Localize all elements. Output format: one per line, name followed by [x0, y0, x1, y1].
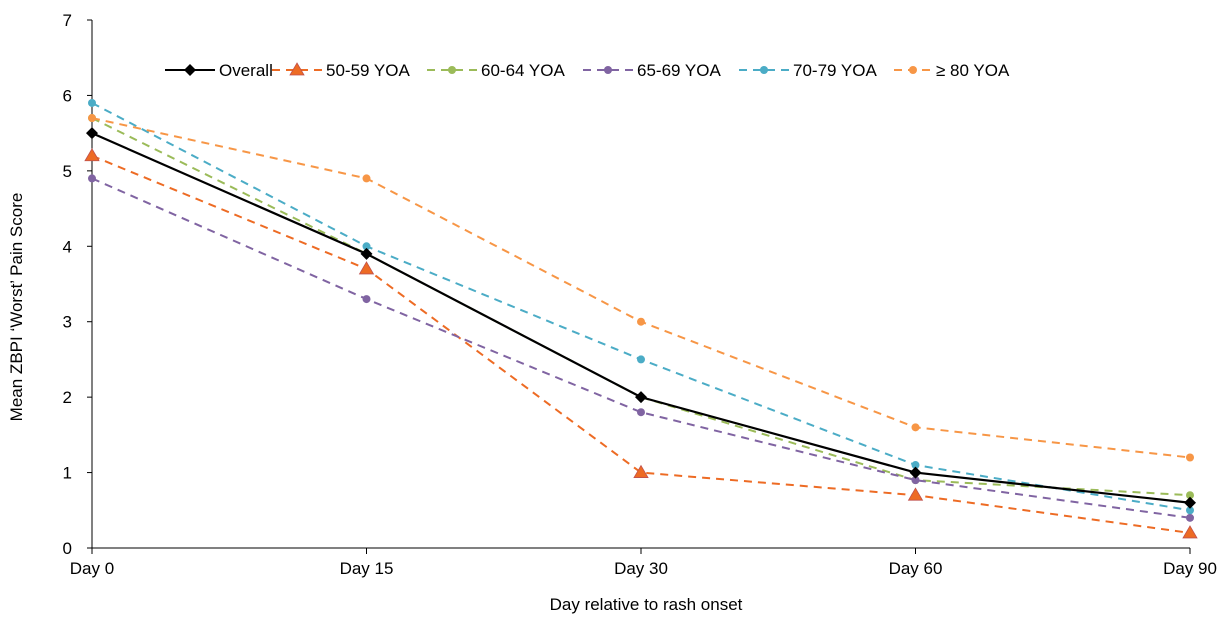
y-tick-label: 4: [63, 237, 72, 256]
data-point-overall: [1184, 496, 1196, 509]
legend-label: 65-69 YOA: [637, 61, 721, 80]
y-tick-label: 5: [63, 162, 72, 181]
x-tick-label: Day 90: [1163, 559, 1217, 578]
legend-label: 60-64 YOA: [481, 61, 565, 80]
y-tick-label: 6: [63, 86, 72, 105]
x-tick-label: Day 15: [340, 559, 394, 578]
series-50-59-yoa: [84, 147, 1198, 539]
legend-item-60-64-yoa: 60-64 YOA: [427, 61, 565, 80]
x-tick-label: Day 60: [889, 559, 943, 578]
axes: [87, 19, 1191, 554]
data-point-65-69-yoa: [637, 408, 645, 417]
legend-label: 50-59 YOA: [326, 61, 410, 80]
series-80-yoa: [88, 114, 1194, 462]
y-tick-label: 7: [63, 11, 72, 30]
tick-labels: 0 1 2 3 4 5 6 7 Day 0 Day 15 Day 30 Day 60 Day 90: [63, 11, 1217, 578]
data-point-70-79-yoa: [637, 355, 645, 364]
y-tick-label: 2: [63, 388, 72, 407]
y-axis-title: Mean ZBPI ‘Worst’ Pain Score: [7, 193, 26, 422]
data-point-80-yoa: [362, 174, 371, 183]
data-point-overall: [635, 391, 647, 404]
data-point-50-59-yoa: [84, 147, 100, 162]
legend-item-80-yoa: ≥ 80 YOA: [894, 61, 1010, 80]
series-60-64-yoa: [88, 114, 1194, 500]
data-point-65-69-yoa: [362, 295, 371, 304]
x-tick-label: Day 30: [614, 559, 668, 578]
legend-marker: [909, 66, 917, 74]
data-point-overall: [86, 127, 98, 140]
series-70-79-yoa: [88, 98, 1194, 515]
legend-marker: [604, 66, 612, 74]
legend-item-50-59-yoa: 50-59 YOA: [272, 61, 410, 80]
legend-marker: [760, 66, 768, 74]
legend-marker: [184, 64, 196, 76]
legend-item-overall: Overall: [165, 61, 273, 80]
data-point-overall: [909, 466, 922, 479]
series-line-70-79-yoa: [91, 102, 1191, 512]
data-point-overall: [360, 247, 373, 260]
series-line-60-64-yoa: [91, 117, 1191, 497]
legend-label: 70-79 YOA: [793, 61, 877, 80]
data-point-70-79-yoa: [88, 98, 96, 107]
series-65-69-yoa: [88, 174, 1194, 522]
data-point-80-yoa: [911, 423, 920, 432]
legend-marker: [289, 62, 305, 76]
data-point-60-64-yoa: [1186, 491, 1194, 500]
data-point-80-yoa: [637, 317, 645, 326]
series-overall: [86, 127, 1196, 509]
legend-item-65-69-yoa: 65-69 YOA: [583, 61, 721, 80]
y-tick-label: 1: [63, 464, 72, 483]
data-point-50-59-yoa: [633, 464, 649, 478]
legend-marker: [448, 66, 456, 74]
data-point-65-69-yoa: [1186, 513, 1194, 522]
series-line-80-yoa: [91, 117, 1191, 459]
data-point-50-59-yoa: [358, 261, 375, 275]
data-point-70-79-yoa: [1186, 506, 1194, 515]
data-point-50-59-yoa: [907, 487, 924, 501]
series-layer: [84, 98, 1198, 539]
y-tick-label: 3: [63, 313, 72, 332]
series-line-65-69-yoa: [91, 177, 1191, 519]
legend-label: Overall: [219, 61, 273, 80]
x-tick-label: Day 0: [70, 559, 114, 578]
data-point-70-79-yoa: [362, 242, 371, 251]
data-point-50-59-yoa: [1182, 525, 1198, 539]
data-point-65-69-yoa: [88, 174, 96, 183]
legend-label: ≥ 80 YOA: [936, 61, 1010, 80]
data-point-80-yoa: [1186, 453, 1194, 462]
x-axis-title: Day relative to rash onset: [550, 595, 743, 614]
data-point-65-69-yoa: [911, 476, 920, 485]
data-point-70-79-yoa: [911, 461, 920, 470]
data-point-80-yoa: [88, 114, 96, 123]
y-tick-label: 0: [63, 539, 72, 558]
series-line-50-59-yoa: [91, 154, 1191, 534]
legend-item-70-79-yoa: 70-79 YOA: [739, 61, 877, 80]
legend: Overall 50-59 YOA 60-64 YOA 65-69 YOA 70-79 …: [165, 61, 1010, 80]
